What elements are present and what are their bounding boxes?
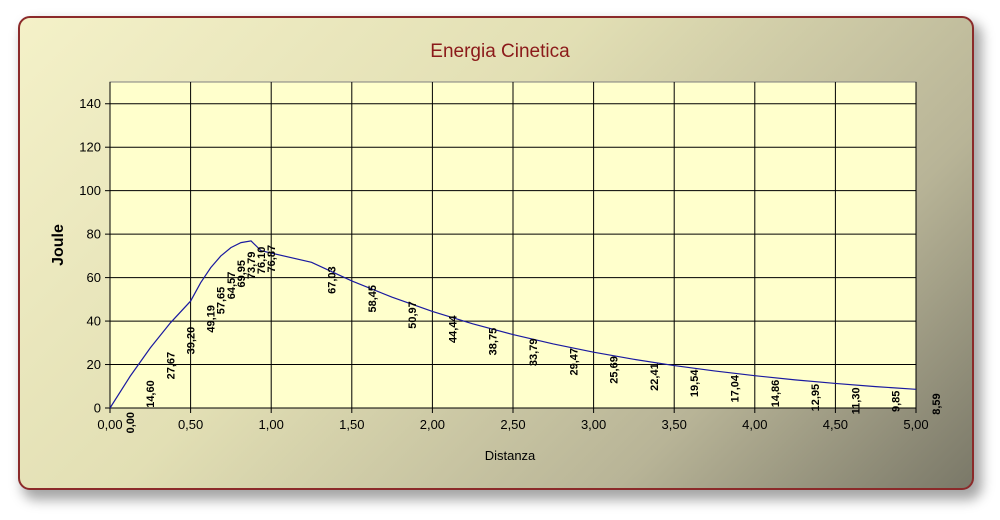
x-tick-label: 4,50 (823, 417, 848, 432)
y-tick-label: 120 (79, 140, 101, 155)
data-label: 50,97 (407, 301, 419, 329)
y-axis-label: Joule (50, 224, 67, 266)
data-label: 22,41 (649, 363, 661, 391)
y-tick-label: 20 (87, 357, 101, 372)
data-label: 17,04 (730, 374, 742, 402)
data-label: 0,00 (125, 412, 137, 433)
y-tick-label: 140 (79, 96, 101, 111)
x-tick-label: 1,50 (339, 417, 364, 432)
grid-lines (109, 82, 917, 409)
x-tick-label: 4,00 (742, 417, 767, 432)
y-tick-label: 100 (79, 183, 101, 198)
y-tick-label: 60 (87, 270, 101, 285)
data-label: 19,54 (689, 369, 701, 397)
x-tick-label: 0,00 (97, 417, 122, 432)
x-tick-label: 3,50 (662, 417, 687, 432)
data-label: 73,79 (246, 252, 258, 280)
data-label: 39,20 (185, 327, 197, 355)
data-label: 49,19 (206, 305, 218, 333)
data-label: 14,86 (770, 380, 782, 408)
x-tick-label: 5,00 (903, 417, 928, 432)
y-tick-label: 80 (87, 227, 101, 242)
series-line (109, 240, 917, 409)
x-axis-ticks: 0,00 0,50 1,00 1,50 2,00 2,50 3,00 3,50 4,00 4,50… (97, 408, 929, 432)
x-tick-label: 3,00 (581, 417, 606, 432)
data-label: 9,85 (891, 391, 903, 412)
data-label: 64,57 (226, 272, 238, 300)
data-label: 67,03 (327, 266, 339, 294)
data-labels: 0,0014,6027,6739,2049,1957,6564,5769,957… (125, 245, 943, 433)
data-label: 29,47 (568, 348, 580, 376)
x-tick-label: 2,00 (420, 417, 445, 432)
x-tick-label: 0,50 (178, 417, 203, 432)
chart-title: Energia Cinetica (430, 41, 570, 62)
data-label: 57,65 (216, 287, 228, 315)
data-label: 58,45 (367, 285, 379, 313)
data-label: 69,95 (236, 260, 248, 288)
data-label: 27,67 (165, 352, 177, 380)
data-label: 33,79 (528, 339, 540, 367)
y-tick-label: 0 (94, 401, 101, 416)
data-label: 76,87 (266, 245, 278, 273)
data-label: 14,60 (145, 380, 157, 408)
y-axis-ticks: 0 20 40 60 80 100 120 140 (79, 96, 110, 416)
x-axis-label: Distanza (485, 448, 536, 463)
data-label: 38,75 (488, 328, 500, 356)
data-label: 25,69 (609, 356, 621, 384)
chart-svg: Energia Cinetica 0 20 40 60 80 100 120 140 0,00… (50, 41, 943, 463)
data-label: 8,59 (931, 393, 943, 414)
x-tick-label: 1,00 (259, 417, 284, 432)
data-label: 76,10 (256, 247, 268, 275)
data-label: 44,44 (447, 315, 459, 343)
data-label: 12,95 (810, 384, 822, 412)
data-label: 11,30 (850, 387, 862, 414)
y-tick-label: 40 (87, 314, 101, 329)
x-tick-label: 2,50 (500, 417, 525, 432)
chart-frame: Energia Cinetica 0 20 40 60 80 100 120 140 0,00… (18, 16, 974, 490)
